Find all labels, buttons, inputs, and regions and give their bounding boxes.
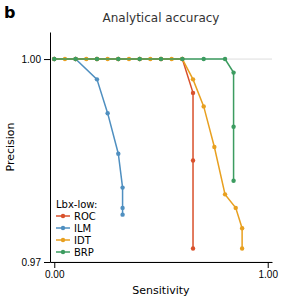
annotation: b [4,3,15,22]
grid [50,59,272,262]
axis-line [50,33,51,263]
legend-label: ROC [74,211,96,222]
chart: 0.00 1.00 0.97 1.00 Lbx-low:ROCILMIDTBRP Anal… [0,0,284,300]
tick-mark [54,262,55,268]
tick-label: 1.00 [22,54,42,65]
line [54,59,233,181]
tick-label: 0.00 [45,269,65,280]
legend: Lbx-low:ROCILMIDTBRP [56,199,97,258]
tick: 1.00 [22,54,50,65]
legend-marker [61,250,65,254]
tick: 0.00 [45,262,65,280]
line [54,59,242,248]
point [231,70,235,74]
series [52,57,125,217]
point [159,57,163,61]
legend-item: ILM [56,223,91,234]
tick-label: 0.97 [22,257,42,268]
point [52,57,56,61]
point [120,212,124,216]
tick-mark [44,262,50,263]
legend-item: IDT [56,235,92,246]
series [52,57,244,251]
point [191,91,195,95]
series [52,57,236,183]
point [116,57,120,61]
point [159,57,163,61]
point [234,206,238,210]
point [105,111,109,115]
point [116,57,120,61]
point [52,57,56,61]
tick: 1.00 [258,262,278,280]
point [95,57,99,61]
legend-label: IDT [74,235,92,246]
point [73,57,77,61]
line [54,59,193,248]
point [191,158,195,162]
point [95,77,99,81]
legend-marker [61,214,65,218]
point [137,57,141,61]
point [223,57,227,61]
legend-item: ROC [56,211,96,222]
title: Analytical accuracy [103,11,220,25]
tick: 0.97 [22,257,50,268]
line [54,59,122,215]
axis-line [51,262,273,263]
point [201,104,205,108]
point [95,57,99,61]
point [73,57,77,61]
series-group [52,57,244,251]
x-axis: 0.00 1.00 [45,262,278,280]
point [95,57,99,61]
point [52,57,56,61]
point [180,57,184,61]
point [191,246,195,250]
legend-marker [61,238,65,242]
point [223,192,227,196]
plot: 0.00 1.00 0.97 1.00 Lbx-low:ROCILMIDTBRP [22,33,279,281]
point [212,145,216,149]
point [201,57,205,61]
tick-label: 1.00 [258,269,278,280]
x-axis-label: Sensitivity [132,284,190,297]
point [116,152,120,156]
point [231,179,235,183]
point [231,125,235,129]
point [52,57,56,61]
legend-label: ILM [74,223,91,234]
y-axis-label: Precision [4,122,17,171]
point [180,57,184,61]
point [73,57,77,61]
point [137,57,141,61]
legend-title: Lbx-low: [56,199,97,210]
legend-marker [61,226,65,230]
grid-line [50,262,272,263]
tick-mark [268,262,269,268]
point [120,206,124,210]
point [120,185,124,189]
point [240,226,244,230]
point [191,77,195,81]
point [159,57,163,61]
legend-item: BRP [56,247,94,258]
legend-label: BRP [74,247,94,258]
series [52,57,195,251]
y-axis: 0.97 1.00 [22,33,51,268]
point [240,246,244,250]
point [116,57,120,61]
point [137,57,141,61]
tick-mark [44,59,50,60]
point [73,57,77,61]
point [180,57,184,61]
